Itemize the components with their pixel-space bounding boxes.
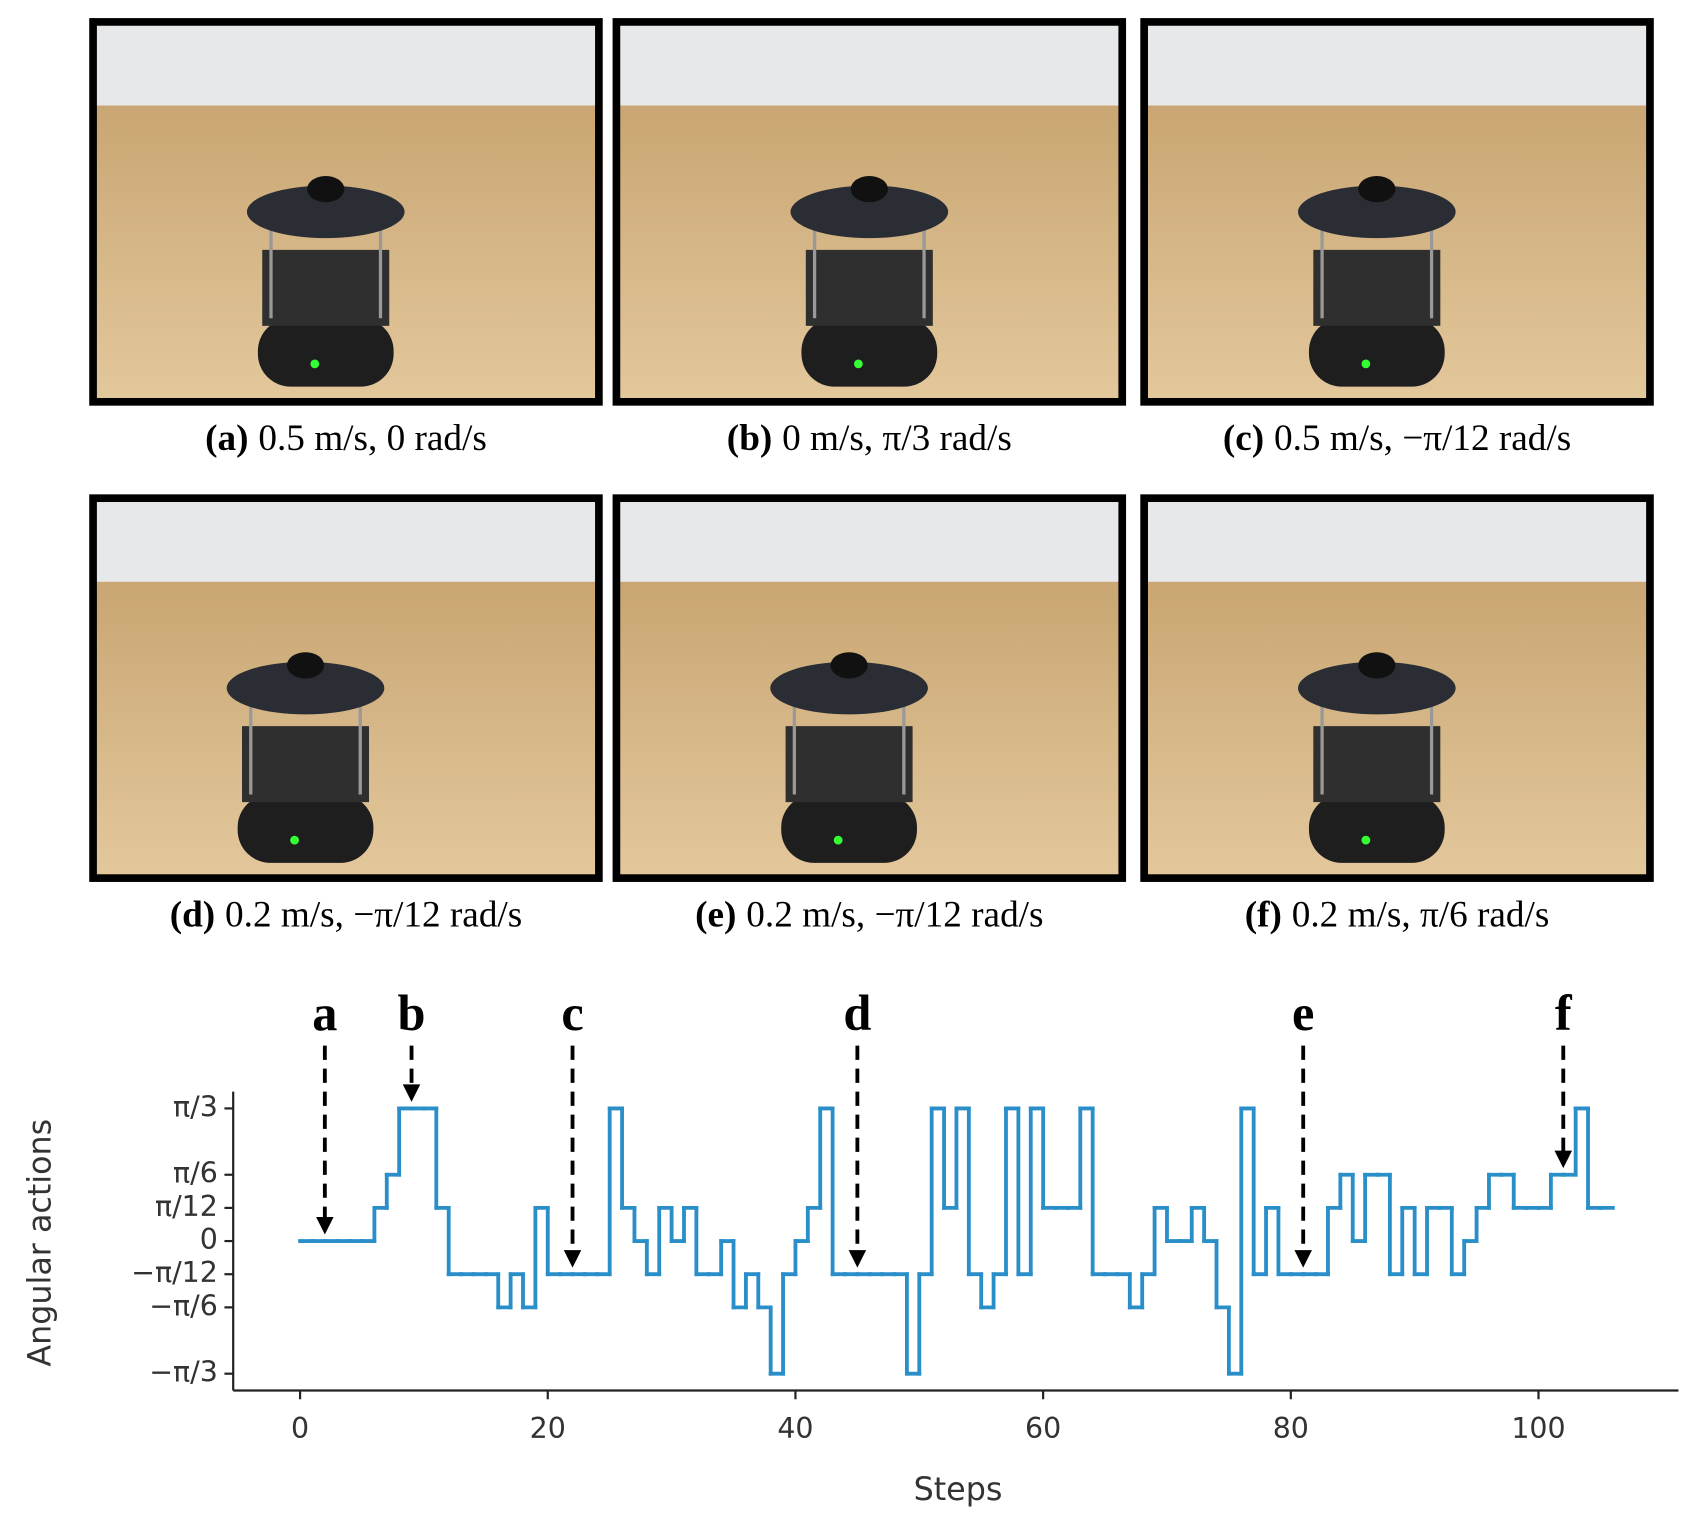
photo — [89, 494, 603, 882]
y-tick-label: −π/6 — [149, 1289, 218, 1322]
robot-led — [1361, 359, 1371, 369]
annotation-label: a — [312, 985, 337, 1041]
panel-text: 0.5 m/s, −π/12 rad/s — [1274, 418, 1571, 459]
panel-text: 0.2 m/s, π/6 rad/s — [1292, 894, 1550, 935]
panel-label: (d) — [170, 894, 216, 935]
arrow-head — [1554, 1150, 1573, 1169]
panel-label: (b) — [727, 418, 773, 459]
y-tick-label: 0 — [200, 1223, 218, 1256]
panel-label: (a) — [205, 418, 248, 459]
panel-caption: (d) 0.2 m/s, −π/12 rad/s — [170, 894, 523, 935]
annotation-label: f — [1555, 985, 1573, 1041]
robot-led — [290, 835, 299, 845]
x-tick-label: 40 — [777, 1412, 813, 1445]
robot-top — [226, 661, 385, 715]
robot-base — [1308, 794, 1445, 863]
y-axis-label: Angular actions — [23, 1119, 59, 1367]
photo-wall — [1144, 498, 1650, 582]
robot-lidar — [1358, 175, 1396, 203]
x-tick-label: 80 — [1273, 1412, 1309, 1445]
x-axis-label: Steps — [914, 1472, 1003, 1508]
arrow-head — [848, 1250, 867, 1268]
robot-top — [1297, 185, 1456, 239]
x-tick-label: 100 — [1511, 1412, 1565, 1445]
panel-text: 0.2 m/s, −π/12 rad/s — [746, 894, 1043, 935]
robot-base — [257, 318, 394, 387]
robot-top — [1297, 661, 1456, 715]
x-tick-label: 0 — [291, 1412, 309, 1445]
robot-lidar — [307, 175, 345, 203]
panel-caption: (e) 0.2 m/s, −π/12 rad/s — [695, 894, 1043, 935]
annotation-label: d — [843, 985, 871, 1041]
robot-led — [833, 835, 843, 845]
annotation-label: e — [1292, 985, 1314, 1041]
panel-caption: (f) 0.2 m/s, π/6 rad/s — [1245, 894, 1550, 935]
photo — [89, 18, 603, 406]
photo-border — [89, 494, 603, 882]
robot-body — [805, 249, 933, 326]
robot-led — [310, 359, 320, 369]
robot-base — [237, 794, 374, 863]
panel-caption: (b) 0 m/s, π/3 rad/s — [727, 418, 1012, 459]
photo-wall — [93, 21, 599, 106]
arrow-head — [316, 1216, 334, 1235]
step-line — [298, 1106, 1615, 1376]
photo-wall — [616, 21, 1123, 106]
y-tick-label: π/12 — [155, 1190, 218, 1223]
panel-text: 0 m/s, π/3 rad/s — [782, 418, 1012, 459]
photo-border — [1140, 18, 1654, 406]
robot-body — [785, 726, 913, 803]
robot-body — [1313, 249, 1441, 326]
photo-wall — [616, 498, 1123, 582]
robot-base — [1308, 318, 1445, 387]
photo-border — [89, 18, 603, 406]
annotation-label: c — [561, 985, 583, 1041]
robot-base — [801, 318, 938, 387]
annotation-label: b — [398, 985, 426, 1041]
photo-wall — [1144, 21, 1650, 106]
y-tick-label: π/6 — [173, 1157, 218, 1190]
x-tick-label: 60 — [1025, 1412, 1061, 1445]
robot-led — [854, 359, 863, 369]
photo-border — [612, 494, 1127, 882]
panel-caption: (c) 0.5 m/s, −π/12 rad/s — [1223, 418, 1571, 459]
robot-lidar — [850, 175, 888, 203]
panel-label: (e) — [695, 894, 736, 935]
robot-top — [246, 185, 405, 239]
robot-top — [790, 185, 949, 239]
x-tick-label: 20 — [530, 1412, 566, 1445]
photo — [612, 18, 1127, 406]
panel-label: (c) — [1223, 418, 1264, 459]
robot-lidar — [830, 652, 868, 679]
photo — [612, 494, 1127, 882]
arrow-head — [1294, 1250, 1312, 1268]
robot-body — [1313, 726, 1441, 803]
photo-wall — [93, 498, 599, 582]
y-tick-label: −π/3 — [149, 1356, 218, 1389]
robot-body — [262, 249, 390, 326]
robot-lidar — [286, 652, 325, 679]
panel-text: 0.5 m/s, 0 rad/s — [258, 418, 486, 459]
photo — [1140, 494, 1654, 882]
robot-top — [770, 661, 928, 715]
photo-border — [1140, 494, 1654, 882]
panel-text: 0.2 m/s, −π/12 rad/s — [225, 894, 522, 935]
photo-border — [612, 18, 1127, 406]
panel-label: (f) — [1245, 894, 1282, 935]
photo — [1140, 18, 1654, 406]
panel-caption: (a) 0.5 m/s, 0 rad/s — [205, 418, 487, 459]
robot-lidar — [1358, 652, 1396, 679]
y-tick-label: −π/12 — [131, 1256, 218, 1289]
robot-led — [1361, 835, 1371, 845]
y-tick-label: π/3 — [173, 1090, 218, 1123]
arrow-head — [563, 1250, 582, 1268]
robot-body — [242, 726, 370, 803]
arrow-head — [402, 1084, 421, 1102]
robot-base — [781, 794, 917, 863]
